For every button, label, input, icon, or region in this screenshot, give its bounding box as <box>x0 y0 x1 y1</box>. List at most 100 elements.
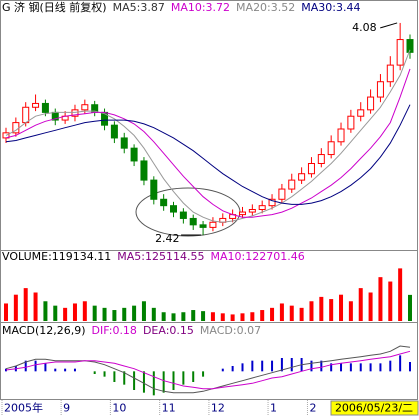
volume-bar <box>260 310 265 321</box>
candle-body <box>376 81 384 98</box>
volume-bar <box>63 307 68 321</box>
x-tick-label: 1 <box>270 402 277 415</box>
candle-body <box>258 205 266 211</box>
volume-bar <box>339 294 344 321</box>
volume-bar <box>43 301 48 321</box>
indicator-line <box>5 68 411 218</box>
volume-bar <box>151 307 156 321</box>
candle-body <box>32 102 40 108</box>
candle-body <box>189 217 197 226</box>
candle-body <box>298 173 306 181</box>
volume-bar <box>299 307 304 321</box>
candle-body <box>71 109 79 117</box>
indicator-label: MA10:3.72 <box>171 1 230 14</box>
x-tick-label: 10 <box>112 402 126 415</box>
volume-bar <box>102 307 107 321</box>
volume-bar <box>141 301 146 321</box>
volume-bar <box>82 301 87 321</box>
x-tick-label: 12 <box>211 402 225 415</box>
volume-bar <box>220 313 225 321</box>
volume-bar <box>279 303 284 321</box>
indicator-label: MA10:122701.46 <box>210 250 304 263</box>
candle-body <box>357 109 365 117</box>
date-box <box>330 400 419 416</box>
volume-bar <box>319 296 324 321</box>
x-tick-label: 2005年 <box>4 401 43 415</box>
volume-bar <box>201 311 206 321</box>
indicator-label: MA20:3.52 <box>236 1 295 14</box>
candle-body <box>150 179 158 200</box>
candle-body <box>406 39 414 53</box>
candle-body <box>396 39 404 66</box>
candle-body <box>170 205 178 213</box>
indicator-line <box>5 104 411 205</box>
volume-bar <box>181 312 186 321</box>
candle-body <box>386 64 394 83</box>
volume-bar <box>240 313 245 321</box>
volume-bar <box>398 268 403 321</box>
candle-body <box>160 198 168 207</box>
candle-body <box>327 141 335 156</box>
volume-bar <box>92 305 97 321</box>
candle-body <box>238 211 246 216</box>
candle-body <box>81 104 89 111</box>
candle-body <box>317 154 325 165</box>
volume-bar <box>122 307 127 321</box>
candle-body <box>130 147 138 162</box>
volume-bar <box>270 307 275 321</box>
indicator-label: VOLUME:119134.11 <box>2 250 111 263</box>
volume-bar <box>378 277 383 321</box>
indicator-line <box>5 49 411 223</box>
indicator-label: MA30:3.44 <box>301 1 360 14</box>
volume-bar <box>329 299 334 321</box>
volume-bar <box>388 281 393 321</box>
volume-bar <box>53 305 58 321</box>
volume-bar <box>23 288 28 321</box>
x-tick-label: 9 <box>63 402 70 415</box>
volume-bar <box>250 312 255 321</box>
annotation: 2.42 <box>155 232 180 245</box>
candle-body <box>179 211 187 219</box>
volume-bar <box>13 294 18 321</box>
indicator-line <box>5 345 411 394</box>
volume-bar <box>161 312 166 321</box>
candle-body <box>140 160 148 181</box>
volume-bar <box>191 310 196 321</box>
indicator-label: MA5:3.87 <box>113 1 165 14</box>
annotation-arrow <box>380 22 398 29</box>
volume-bar <box>72 303 77 321</box>
volume-bar <box>132 305 137 321</box>
volume-bar <box>171 313 176 321</box>
volume-bar <box>289 305 294 321</box>
candle-body <box>248 209 256 213</box>
volume-bar <box>210 312 215 321</box>
volume-bar <box>368 292 373 321</box>
candle-body <box>337 128 345 143</box>
x-tick-label: 11 <box>162 402 176 415</box>
candle-body <box>120 137 128 149</box>
volume-bar <box>4 303 8 321</box>
indicator-label: DEA:0.15 <box>143 324 194 337</box>
volume-bar <box>112 310 117 321</box>
candle-body <box>110 124 118 139</box>
candle-body <box>347 115 355 130</box>
annotation: 4.08 <box>352 21 377 34</box>
volume-bar <box>309 301 314 321</box>
volume-bar <box>358 288 363 321</box>
indicator-label: MACD:0.07 <box>200 324 261 337</box>
current-date: 2006/05/23/二 <box>335 402 413 415</box>
candle-body <box>209 221 217 228</box>
candle-body <box>278 188 286 200</box>
indicator-label: MACD(12,26,9) <box>2 324 86 337</box>
candle-body <box>199 224 207 228</box>
volume-bar <box>408 294 412 321</box>
frame <box>0 0 418 400</box>
volume-bar <box>348 301 353 321</box>
candle-body <box>307 163 315 175</box>
indicator-label: MA5:125114.55 <box>117 250 204 263</box>
candle-body <box>22 106 30 124</box>
x-tick-label: 2 <box>309 402 316 415</box>
